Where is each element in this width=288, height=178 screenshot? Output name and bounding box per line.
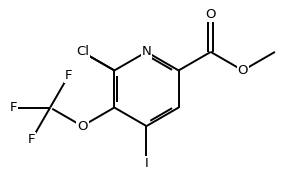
- Text: Cl: Cl: [76, 45, 89, 58]
- Text: N: N: [142, 45, 151, 58]
- Text: I: I: [145, 157, 148, 170]
- Text: O: O: [205, 8, 216, 21]
- Text: F: F: [28, 133, 35, 146]
- Text: F: F: [65, 69, 72, 82]
- Text: O: O: [77, 120, 88, 133]
- Text: F: F: [9, 101, 17, 114]
- Text: O: O: [238, 64, 248, 77]
